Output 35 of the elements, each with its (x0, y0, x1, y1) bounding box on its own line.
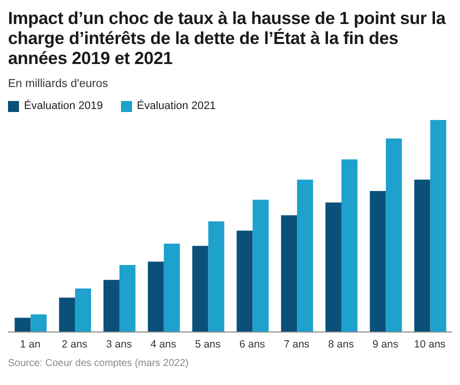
bar (30, 314, 47, 332)
bar (252, 200, 269, 332)
bar (14, 318, 31, 332)
bar (75, 288, 92, 332)
x-tick-label: 10 ans (414, 338, 446, 350)
source-note: Source: Coeur des comptes (mars 2022) (8, 358, 190, 369)
chart-title: Impact d’un choc de taux à la hausse de 1 point sur la charge d’intérêts de la dette de l’État à la fin des années 2019 et 2021 (8, 8, 447, 68)
x-tick-label: 7 ans (284, 338, 310, 350)
x-tick-label: 2 ans (62, 338, 88, 350)
bar (341, 159, 358, 332)
chart-subtitle: En milliards d'euros (8, 78, 109, 90)
x-tick-label: 9 ans (372, 338, 398, 350)
bar (192, 246, 208, 332)
bar (148, 262, 164, 332)
x-tick-label: 1 an (20, 338, 41, 350)
bar (370, 191, 386, 332)
x-tick-label: 5 ans (194, 338, 221, 350)
bar (430, 120, 446, 332)
bar (325, 202, 342, 332)
bar (103, 280, 120, 332)
bar (281, 215, 298, 332)
bar (386, 138, 402, 332)
bar (297, 180, 314, 332)
x-tick-label: 3 ans (106, 338, 132, 350)
legend-label: Évaluation 2019 (24, 100, 103, 112)
bar (208, 221, 224, 332)
bar (414, 180, 430, 332)
bar (236, 230, 253, 332)
x-tick-label: 6 ans (239, 338, 266, 350)
x-tick-label: 8 ans (328, 338, 354, 350)
bar (164, 244, 180, 332)
x-tick-label: 4 ans (150, 338, 176, 350)
bar (59, 298, 76, 332)
legend-label: Évaluation 2021 (136, 100, 216, 112)
bar (119, 265, 136, 332)
